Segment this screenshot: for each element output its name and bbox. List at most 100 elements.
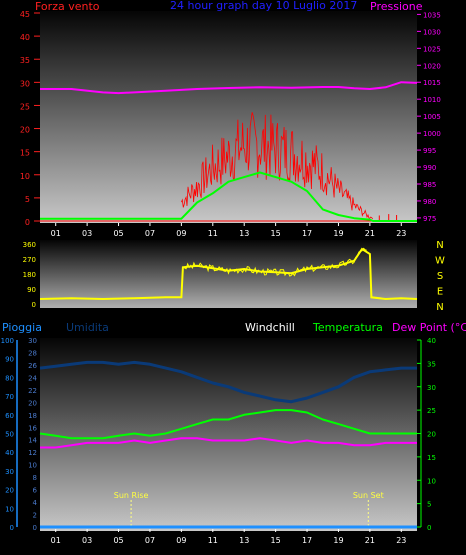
hour-label: 15	[271, 229, 281, 238]
pressure-axis-title: Pressione	[370, 0, 423, 13]
temperature-tick-label: 35	[427, 360, 436, 368]
compass-label: N	[436, 302, 443, 313]
wind-tick-label: 0	[25, 218, 30, 227]
temperature-tick-label: 40	[427, 337, 436, 345]
compass-label: E	[437, 287, 443, 298]
windchill-label: Windchill	[245, 321, 295, 334]
pressure-tick-label: 1020	[423, 62, 441, 70]
humidity-tick-label: 22	[28, 387, 37, 395]
humidity-tick-label: 28	[28, 349, 37, 357]
humidity-tick-label: 30	[28, 337, 37, 345]
rain-tick-label: 20	[5, 487, 14, 495]
pressure-tick-label: 1015	[423, 79, 441, 87]
humidity-label: Umidita	[66, 321, 109, 334]
hour-label: 11	[208, 229, 218, 238]
wind-tick-label: 30	[20, 79, 30, 88]
humidity-tick-label: 0	[33, 524, 37, 532]
hour-label: 03	[82, 229, 92, 238]
temperature-tick-label: 0	[427, 524, 431, 532]
humidity-tick-label: 26	[28, 362, 37, 370]
wind-tick-label: 15	[20, 149, 30, 158]
pressure-tick-label: 980	[423, 198, 436, 206]
hour-label: 23	[396, 229, 406, 238]
climate-hour-label: 09	[176, 536, 186, 545]
dewpoint-label: Dew Point (°C)	[392, 321, 466, 334]
pressure-tick-label: 975	[423, 215, 436, 223]
hour-label: 05	[113, 229, 123, 238]
direction-tick-label: 90	[27, 286, 36, 294]
wind-tick-label: 5	[25, 195, 30, 204]
pressure-tick-label: 1025	[423, 45, 441, 53]
graph-title: 24 hour graph day 10 Luglio 2017	[170, 0, 357, 12]
climate-hour-label: 15	[271, 536, 281, 545]
hour-label: 07	[145, 229, 155, 238]
compass-label: N	[436, 240, 443, 251]
pressure-tick-label: 1030	[423, 28, 441, 36]
rain-label: Pioggia	[2, 321, 42, 334]
temperature-tick-label: 10	[427, 477, 436, 485]
climate-hour-label: 07	[145, 536, 155, 545]
wind-tick-label: 45	[20, 10, 30, 19]
wind-panel	[40, 11, 417, 223]
humidity-tick-label: 2	[33, 512, 37, 520]
pressure-tick-label: 985	[423, 181, 436, 189]
rain-tick-label: 40	[5, 449, 14, 457]
temperature-line	[39, 409, 417, 440]
temperature-tick-label: 15	[427, 454, 436, 462]
rain-tick-label: 60	[5, 412, 14, 420]
humidity-tick-label: 20	[28, 399, 37, 407]
humidity-line	[39, 360, 417, 404]
dewpoint-line	[40, 437, 417, 449]
pressure-tick-label: 1005	[423, 113, 441, 121]
direction-tick-label: 360	[23, 241, 36, 249]
rain-tick-label: 80	[5, 374, 14, 382]
wind-tick-label: 20	[20, 126, 30, 135]
hour-label: 13	[239, 229, 249, 238]
rain-tick-label: 10	[5, 505, 14, 513]
humidity-tick-label: 24	[28, 374, 37, 382]
humidity-tick-label: 4	[33, 499, 38, 507]
hour-label: 19	[333, 229, 343, 238]
temperature-tick-label: 25	[427, 407, 436, 415]
hour-label: 17	[302, 229, 312, 238]
pressure-tick-label: 995	[423, 147, 436, 155]
pressure-line	[40, 81, 418, 95]
rain-tick-label: 0	[10, 524, 14, 532]
wind-tick-label: 35	[20, 56, 30, 65]
wind-direction-line	[39, 247, 418, 301]
chart-marks: 0510152025303540459759809859909951000100…	[1, 10, 445, 545]
direction-tick-label: 180	[23, 271, 36, 279]
wind-direction-jitter	[184, 247, 367, 277]
rain-tick-label: 100	[1, 337, 14, 345]
climate-hour-label: 11	[208, 536, 218, 545]
hour-label: 01	[51, 229, 61, 238]
wind-tick-label: 25	[20, 102, 30, 111]
climate-hour-label: 03	[82, 536, 92, 545]
rain-tick-label: 30	[5, 468, 14, 476]
humidity-tick-label: 10	[28, 462, 37, 470]
hour-label: 09	[176, 229, 186, 238]
sunrise-label: Sun Rise	[114, 491, 149, 500]
temperature-label: Temperatura	[312, 321, 383, 334]
pressure-tick-label: 990	[423, 164, 436, 172]
wind-axis-title: Forza vento	[35, 0, 100, 13]
climate-hour-label: 23	[396, 536, 406, 545]
climate-hour-label: 17	[302, 536, 312, 545]
humidity-tick-label: 6	[33, 487, 38, 495]
climate-hour-label: 21	[365, 536, 375, 545]
humidity-tick-label: 8	[33, 474, 37, 482]
wind-tick-label: 10	[20, 172, 30, 181]
wind-average-line	[40, 171, 417, 222]
humidity-tick-label: 18	[28, 412, 37, 420]
sunset-label: Sun Set	[353, 491, 384, 500]
climate-hour-label: 13	[239, 536, 249, 545]
climate-hour-label: 19	[333, 536, 343, 545]
compass-label: W	[435, 256, 445, 267]
wind-tick-label: 40	[20, 33, 30, 42]
pressure-tick-label: 1035	[423, 11, 441, 19]
pressure-tick-label: 1010	[423, 96, 441, 104]
temperature-tick-label: 20	[427, 431, 436, 439]
hour-label: 21	[365, 229, 375, 238]
